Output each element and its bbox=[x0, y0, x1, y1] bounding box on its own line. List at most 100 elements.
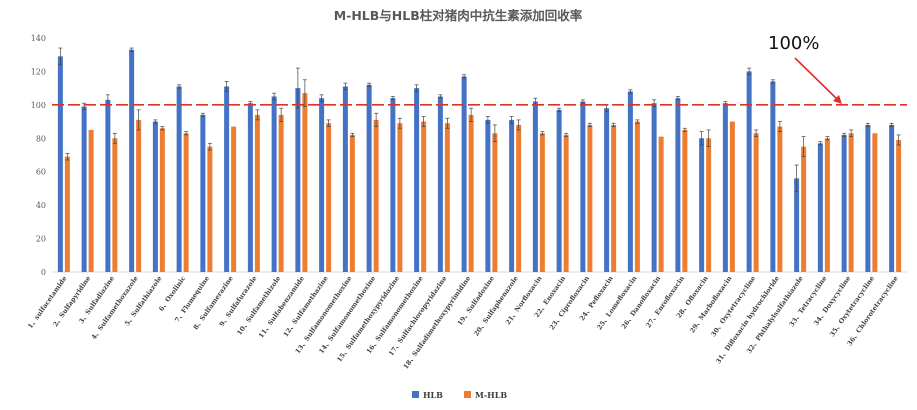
y-tick-label: 40 bbox=[36, 201, 46, 210]
bar-hlb bbox=[224, 86, 230, 272]
bar-hlb bbox=[746, 71, 752, 272]
bar-m-hlb bbox=[634, 121, 640, 272]
bar-m-hlb bbox=[231, 126, 237, 272]
bar-m-hlb bbox=[706, 138, 712, 272]
bar-m-hlb bbox=[444, 123, 450, 272]
x-category-label: 20、Sulfaphenazole bbox=[472, 275, 520, 338]
bar-m-hlb bbox=[326, 123, 332, 272]
bar-m-hlb bbox=[468, 114, 474, 272]
bar-m-hlb bbox=[207, 146, 213, 272]
bar-m-hlb bbox=[611, 124, 617, 273]
bar-m-hlb bbox=[349, 134, 355, 272]
bar-m-hlb bbox=[682, 129, 688, 272]
bar-hlb bbox=[342, 86, 348, 272]
bar-hlb bbox=[865, 124, 871, 273]
bar-m-hlb bbox=[373, 119, 379, 273]
bar-hlb bbox=[794, 178, 800, 272]
x-category-label: 30、Oxytetracycline bbox=[709, 275, 757, 339]
y-tick-label: 140 bbox=[31, 34, 46, 43]
bar-m-hlb bbox=[658, 136, 664, 272]
bar-m-hlb bbox=[563, 134, 569, 272]
bar-hlb bbox=[129, 49, 135, 273]
bar-hlb bbox=[675, 98, 681, 273]
bar-m-hlb bbox=[397, 123, 403, 272]
legend-label-m-hlb: M-HLB bbox=[475, 390, 507, 400]
bar-m-hlb bbox=[896, 139, 902, 272]
bar-hlb bbox=[722, 103, 728, 272]
bars bbox=[57, 47, 902, 273]
bar-m-hlb bbox=[159, 128, 165, 272]
y-tick-label: 60 bbox=[36, 168, 46, 177]
bar-m-hlb bbox=[801, 146, 807, 272]
y-tick-label: 0 bbox=[41, 268, 46, 277]
bar-m-hlb bbox=[848, 133, 854, 272]
bar-m-hlb bbox=[492, 133, 498, 272]
bar-hlb bbox=[366, 84, 372, 272]
bar-m-hlb bbox=[183, 133, 189, 272]
bar-m-hlb bbox=[302, 93, 308, 273]
bar-hlb bbox=[105, 99, 111, 272]
bar-hlb bbox=[319, 98, 325, 273]
x-axis-labels: 1、sulfacetamide2、Sulfapyridine3、Sulfadia… bbox=[26, 274, 899, 370]
bar-hlb bbox=[699, 138, 705, 272]
bar-m-hlb bbox=[254, 114, 260, 272]
bar-hlb bbox=[556, 109, 562, 272]
bar-m-hlb bbox=[872, 133, 878, 272]
bar-m-hlb bbox=[64, 156, 70, 272]
bar-m-hlb bbox=[777, 126, 783, 272]
bar-m-hlb bbox=[112, 138, 118, 272]
bar-hlb bbox=[271, 96, 277, 272]
annotation-arrowhead bbox=[833, 95, 842, 104]
bar-m-hlb bbox=[539, 133, 545, 272]
bar-m-hlb bbox=[824, 138, 830, 272]
bar-m-hlb bbox=[421, 121, 427, 272]
bar-hlb bbox=[390, 98, 396, 273]
bar-hlb bbox=[651, 103, 657, 272]
y-tick-label: 120 bbox=[31, 67, 46, 76]
x-category-label: 11、Sulfabenzamide bbox=[257, 275, 306, 340]
legend-label-hlb: HLB bbox=[423, 390, 443, 400]
bar-hlb bbox=[817, 143, 823, 272]
bar-hlb bbox=[414, 88, 420, 273]
bar-hlb bbox=[81, 106, 87, 273]
reference-annotation: 100% bbox=[768, 33, 819, 54]
y-axis: 0 20 40 60 80 100 120 140 bbox=[31, 34, 907, 277]
bar-hlb bbox=[461, 76, 467, 272]
bar-m-hlb bbox=[729, 121, 735, 272]
bar-hlb bbox=[176, 86, 182, 272]
bar-hlb bbox=[580, 101, 586, 272]
bar-m-hlb bbox=[516, 124, 522, 273]
y-tick-label: 80 bbox=[36, 134, 46, 143]
x-category-label: 4、Sulfamethoxazole bbox=[90, 275, 140, 342]
bar-m-hlb bbox=[88, 129, 94, 272]
y-tick-label: 100 bbox=[31, 101, 46, 110]
bar-hlb bbox=[485, 119, 491, 273]
bar-hlb bbox=[841, 134, 847, 272]
x-category-label: 10、Sulfamethizole bbox=[235, 275, 282, 337]
annotation-arrow bbox=[794, 57, 839, 101]
legend-swatch-hlb bbox=[412, 391, 419, 398]
bar-hlb bbox=[57, 56, 63, 273]
bar-m-hlb bbox=[587, 124, 593, 273]
y-tick-label: 20 bbox=[36, 235, 46, 244]
bar-hlb bbox=[437, 96, 443, 272]
bar-hlb bbox=[627, 91, 633, 272]
bar-hlb bbox=[889, 124, 895, 273]
chart-title: M-HLB与HLB柱对猪肉中抗生素添加回收率 bbox=[334, 8, 583, 23]
legend: HLB M-HLB bbox=[412, 390, 507, 400]
reference-line-group: 100% bbox=[52, 33, 907, 106]
legend-swatch-m-hlb bbox=[464, 391, 471, 398]
bar-hlb bbox=[509, 119, 515, 273]
bar-hlb bbox=[247, 103, 253, 272]
bar-m-hlb bbox=[136, 119, 142, 273]
x-category-label: 35、Oxytetracycline bbox=[828, 275, 876, 339]
x-category-label: 29、Marbofloxacin bbox=[688, 274, 733, 334]
bar-hlb bbox=[604, 108, 610, 272]
x-category-label: 12、Sulfamethazine bbox=[282, 275, 330, 339]
bar-m-hlb bbox=[278, 114, 284, 272]
bar-hlb bbox=[770, 81, 776, 272]
bar-m-hlb bbox=[753, 133, 759, 272]
bar-hlb bbox=[295, 88, 301, 273]
